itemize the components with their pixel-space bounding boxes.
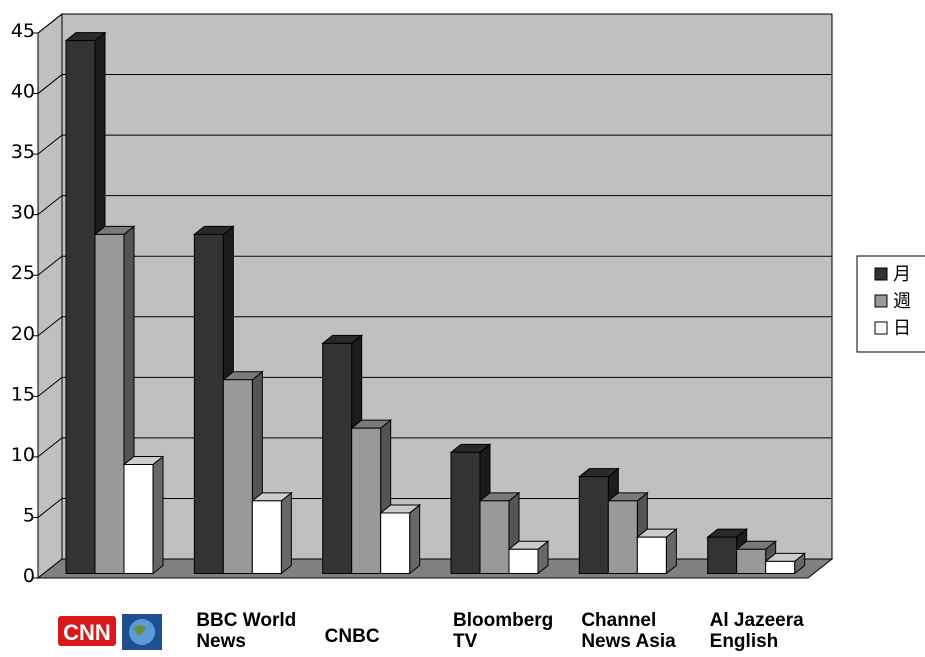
gridline <box>37 497 832 518</box>
bar-front <box>65 40 96 575</box>
bar-front <box>94 233 125 574</box>
x-category-label: Al Jazeera English <box>709 610 804 652</box>
y-tick-label: 25 <box>11 262 35 284</box>
cnn-logo-box <box>58 616 116 646</box>
bar-front <box>380 512 411 575</box>
bars <box>64 31 807 575</box>
gridline <box>37 316 832 337</box>
bar-front <box>765 560 796 575</box>
bar-front <box>707 536 738 575</box>
bar <box>350 419 393 575</box>
gridline <box>37 74 832 94</box>
bar-front <box>450 451 481 574</box>
cnn-logo: CNN <box>58 612 168 657</box>
bar-front <box>578 476 609 574</box>
bar-front <box>222 379 253 574</box>
bar-front <box>351 427 382 574</box>
legend-label: 週 <box>893 291 911 312</box>
bar-front <box>607 500 638 575</box>
bar-side <box>280 491 292 575</box>
bar-front <box>736 548 767 574</box>
gridline <box>37 437 832 458</box>
bar <box>635 528 678 575</box>
y-tick-label: 20 <box>11 323 35 345</box>
x-category-label: Bloomberg TV <box>453 610 554 652</box>
bar <box>379 503 422 575</box>
y-tick-label: 0 <box>23 565 35 587</box>
gridline <box>37 134 832 155</box>
legend-box <box>856 255 925 353</box>
bar <box>735 540 778 575</box>
legend: 月週日 <box>856 255 925 353</box>
bar-front <box>322 342 353 574</box>
bar-front <box>479 500 510 575</box>
y-tick-label: 35 <box>11 141 35 163</box>
gridline <box>37 13 832 34</box>
y-tick-label: 45 <box>11 20 35 42</box>
bar <box>507 540 550 575</box>
bar-side <box>409 503 421 575</box>
gridlines <box>37 13 832 518</box>
y-tick-label: 40 <box>11 81 35 103</box>
bar <box>764 552 807 575</box>
legend-swatch <box>874 321 888 335</box>
x-category-label: CNBC <box>324 626 380 647</box>
bar-front <box>193 233 224 574</box>
legend-label: 月 <box>893 264 911 285</box>
bar-side <box>152 455 164 575</box>
bar-front <box>508 548 539 574</box>
legend-swatch <box>874 267 888 281</box>
x-category-label: Channel News Asia <box>581 610 676 652</box>
legend-label: 日 <box>893 318 911 339</box>
legend-swatch <box>874 294 888 308</box>
bar-front <box>123 464 154 574</box>
side-wall <box>37 12 63 580</box>
gridline <box>37 195 832 216</box>
y-axis: 0 5 10 15 20 25 30 35 40 45 <box>11 20 39 587</box>
y-tick-label: 5 <box>23 504 35 526</box>
gridline <box>37 255 832 276</box>
x-category-label: BBC World News <box>196 610 297 652</box>
bar-front <box>636 536 667 575</box>
y-tick-label: 30 <box>11 202 35 224</box>
y-tick-label: 15 <box>11 383 35 405</box>
bar-front <box>251 500 282 575</box>
bar <box>122 455 165 575</box>
bar <box>250 491 293 575</box>
y-tick-label: 10 <box>11 444 35 466</box>
cnn-logo-text: CNN <box>63 620 111 645</box>
back-wall <box>61 13 833 560</box>
gridline <box>37 376 832 397</box>
